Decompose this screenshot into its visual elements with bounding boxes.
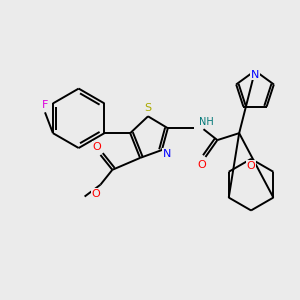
Text: N: N bbox=[163, 149, 171, 159]
Text: F: F bbox=[42, 100, 48, 110]
Text: N: N bbox=[251, 70, 259, 80]
Text: NH: NH bbox=[199, 117, 213, 127]
Text: S: S bbox=[145, 103, 152, 113]
Text: O: O bbox=[247, 161, 255, 171]
Text: O: O bbox=[91, 189, 100, 199]
Text: O: O bbox=[92, 142, 101, 152]
Text: O: O bbox=[197, 160, 206, 170]
